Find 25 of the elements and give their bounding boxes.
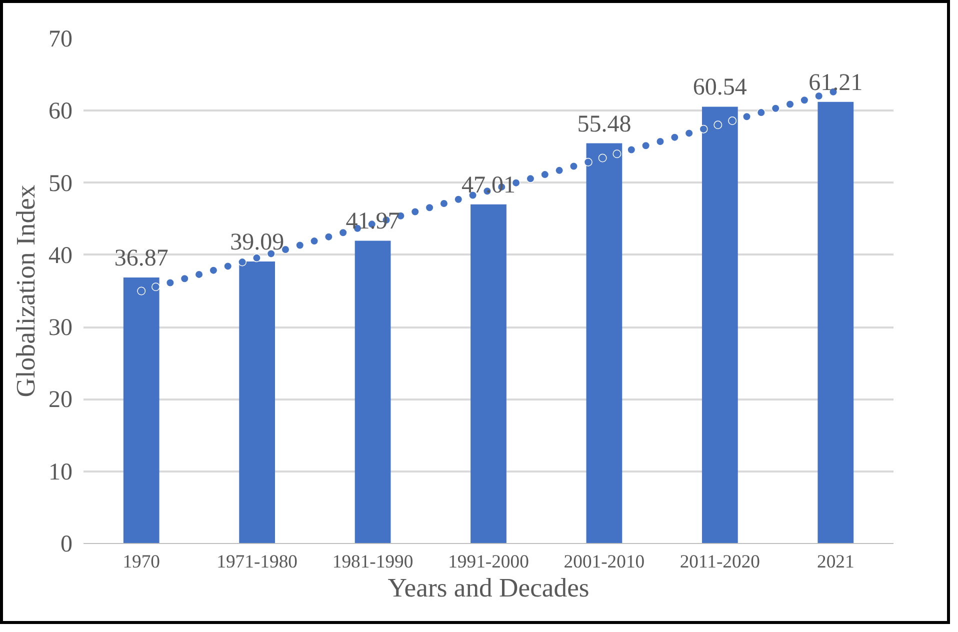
y-tick-label: 20 xyxy=(48,387,72,414)
y-tick-label: 30 xyxy=(48,315,72,342)
x-tick-label: 1981-1990 xyxy=(332,552,414,572)
data-label: 61.21 xyxy=(808,70,863,96)
y-axis-title: Globalization Index xyxy=(10,184,40,398)
bar xyxy=(354,240,391,544)
y-tick-label: 60 xyxy=(48,98,72,125)
x-tick-label: 1991-2000 xyxy=(448,552,529,572)
bar xyxy=(818,102,854,544)
x-tick-label: 1971-1980 xyxy=(216,552,298,572)
y-tick-label: 70 xyxy=(48,26,72,52)
x-tick-label: 2021 xyxy=(816,552,854,572)
x-tick-label: 1970 xyxy=(122,552,160,572)
data-label: 36.87 xyxy=(114,246,168,272)
x-axis-title: Years and Decades xyxy=(388,572,590,602)
data-label: 60.54 xyxy=(692,74,747,101)
y-tick-label: 10 xyxy=(48,459,72,486)
data-label: 55.48 xyxy=(577,111,632,138)
bar xyxy=(470,204,506,544)
y-tick-label: 40 xyxy=(48,242,72,269)
y-tick-label: 50 xyxy=(48,170,72,197)
data-label: 39.09 xyxy=(230,229,284,256)
x-tick-label: 2011-2020 xyxy=(680,552,760,572)
x-tick-label: 2001-2010 xyxy=(564,552,645,572)
y-tick-label: 0 xyxy=(60,532,72,558)
